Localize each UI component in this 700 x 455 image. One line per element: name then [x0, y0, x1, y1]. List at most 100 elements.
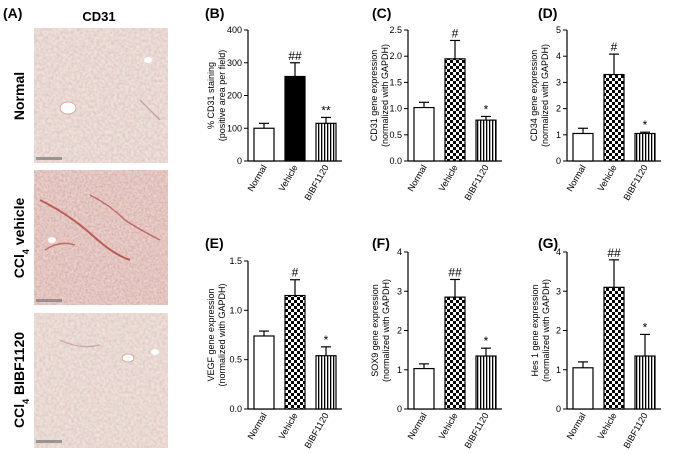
significance-mark: # — [292, 266, 299, 280]
panel-letter: (C) — [372, 5, 391, 21]
significance-mark: ## — [448, 265, 462, 279]
y-tick-label: 0 — [556, 404, 561, 414]
scale-bar — [36, 440, 62, 443]
y-tick-label: 4 — [397, 247, 402, 257]
y-axis-label: Hes 1 gene expression — [530, 284, 540, 376]
category-label: Normal — [565, 163, 588, 193]
y-tick-label: 1 — [556, 365, 561, 375]
bar-vehicle — [603, 286, 625, 410]
scale-bar — [36, 157, 62, 160]
y-tick-label: 300 — [227, 58, 242, 68]
chart-panel-c: (C) 0.0 0.5 1.0 1.5 2.0 2.5 CD31 gene expressio… — [369, 5, 502, 202]
y-axis-label: SOX9 gene expression — [370, 284, 380, 377]
y-axis-label: (normalized with GAPDH) — [540, 44, 550, 147]
chart-panel-f: (F) 0 1 2 3 4 SOX9 gene expression (normalized … — [370, 235, 502, 450]
bar-vehicle — [444, 296, 466, 410]
significance-mark: # — [452, 26, 459, 40]
y-tick-label: 200 — [227, 91, 242, 101]
bar-normal — [572, 132, 594, 162]
panel-a-letter: (A) — [3, 5, 22, 21]
category-label: Normal — [246, 163, 269, 193]
category-label: Normal — [406, 411, 429, 441]
y-tick-label: 0 — [556, 156, 561, 166]
row-label-normal: Normal — [11, 72, 27, 120]
significance-mark: * — [484, 334, 489, 348]
category-label: Normal — [246, 411, 269, 441]
y-tick-label: 0.0 — [229, 404, 242, 414]
y-tick-label: 1.5 — [229, 256, 242, 266]
significance-mark: * — [484, 102, 489, 116]
y-tick-label: 2 — [397, 326, 402, 336]
bar-normal — [413, 367, 435, 410]
bar-normal — [253, 335, 275, 410]
bar-bibf1120 — [315, 355, 337, 410]
significance-mark: * — [643, 118, 648, 132]
bar-bibf1120 — [634, 355, 656, 410]
bar-bibf1120 — [475, 355, 497, 410]
category-label: Vehicle — [437, 411, 460, 441]
y-tick-label: 3 — [556, 77, 561, 87]
y-axis-label: (normalized with GAPDH) — [217, 283, 227, 386]
y-tick-label: 3 — [556, 286, 561, 296]
y-tick-label: 0 — [397, 404, 402, 414]
category-label: BIBF1120 — [462, 411, 490, 450]
panel-letter: (F) — [372, 235, 390, 251]
micrograph-normal — [34, 28, 168, 163]
y-axis-label: % CD31 staining — [206, 62, 216, 129]
panel-letter: (D) — [538, 5, 557, 21]
bar-vehicle — [284, 75, 306, 162]
y-axis-label: (positive area per field) — [217, 50, 227, 142]
y-tick-label: 0.5 — [229, 355, 242, 365]
category-label: BIBF1120 — [621, 163, 649, 202]
bar-vehicle — [603, 73, 625, 162]
bar-bibf1120 — [475, 119, 497, 162]
y-axis-label: VEGF gene expression — [206, 288, 216, 381]
y-tick-label: 400 — [227, 25, 242, 35]
category-label: BIBF1120 — [621, 411, 649, 450]
y-tick-label: 1 — [556, 130, 561, 140]
category-label: Normal — [406, 163, 429, 193]
y-tick-label: 0.0 — [389, 156, 402, 166]
bar-normal — [572, 367, 594, 410]
category-label: Vehicle — [277, 411, 300, 441]
y-tick-label: 4 — [556, 51, 561, 61]
bar-bibf1120 — [634, 132, 656, 162]
row-label-vehicle: CCl4 vehicle — [11, 198, 31, 279]
chart-panel-d: (D) 0 1 2 3 4 5 CD34 gene expression (normalized… — [529, 5, 661, 202]
significance-mark: * — [643, 320, 648, 334]
bar-vehicle — [444, 58, 466, 162]
significance-mark: * — [324, 333, 329, 347]
category-label: Normal — [565, 411, 588, 441]
panel-letter: (E) — [205, 235, 224, 251]
significance-mark: ** — [321, 103, 331, 117]
y-tick-label: 0.5 — [389, 130, 402, 140]
significance-mark: # — [611, 40, 618, 54]
category-label: Vehicle — [277, 163, 300, 193]
y-tick-label: 1.0 — [389, 104, 402, 114]
bar-bibf1120 — [315, 122, 337, 162]
significance-mark: ## — [607, 246, 621, 260]
chart-panel-g: (G) 0 1 2 3 4 Hes 1 gene expression (normalized… — [530, 235, 661, 450]
bar-normal — [413, 106, 435, 162]
panel-a-title: CD31 — [82, 9, 115, 24]
category-label: Vehicle — [596, 163, 619, 193]
category-label: BIBF1120 — [302, 163, 330, 202]
significance-mark: ## — [288, 49, 302, 63]
y-tick-label: 3 — [397, 286, 402, 296]
category-label: BIBF1120 — [302, 411, 330, 450]
row-label-bibf1120: CCl4 BIBF1120 — [11, 332, 31, 428]
y-axis-label: CD34 gene expression — [529, 50, 539, 142]
panel-letter: (G) — [538, 235, 558, 251]
micrograph-bibf1120 — [34, 313, 168, 448]
micrograph-vehicle — [34, 170, 168, 305]
y-tick-label: 1.5 — [389, 77, 402, 87]
y-axis-label: (normalized with GAPDH) — [380, 44, 390, 147]
y-tick-label: 0 — [237, 156, 242, 166]
y-tick-label: 2 — [556, 104, 561, 114]
panel-letter: (B) — [205, 5, 224, 21]
y-tick-label: 2.5 — [389, 25, 402, 35]
y-axis-label: (normalized with GAPDH) — [381, 279, 391, 382]
chart-panel-b: (B) 0 100 200 300 400 % CD31 staining (positive… — [205, 5, 342, 202]
y-tick-label: 1 — [397, 365, 402, 375]
